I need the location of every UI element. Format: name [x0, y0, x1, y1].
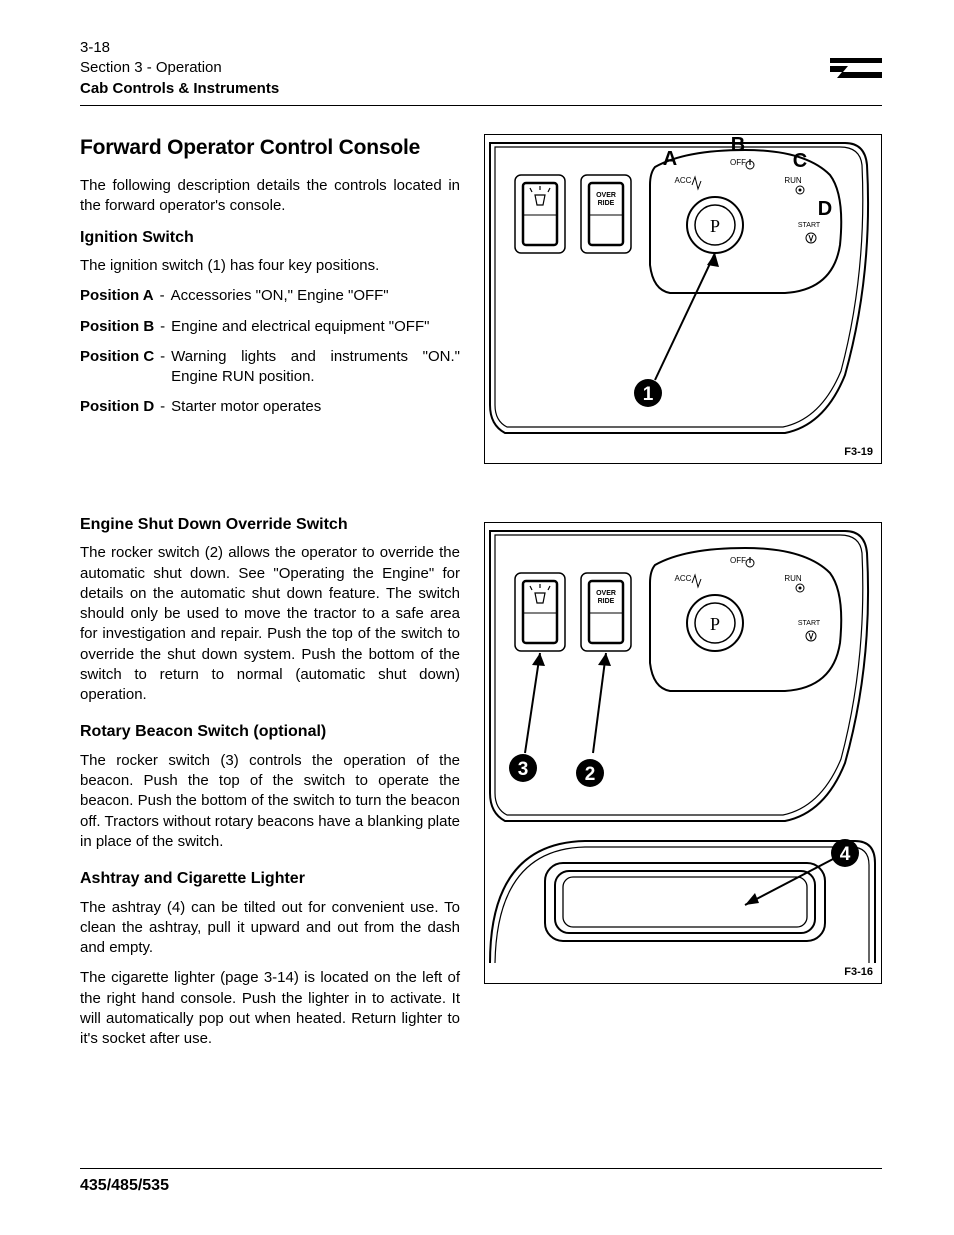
position-label: Position A: [80, 286, 154, 306]
pos-dash: -: [154, 397, 171, 417]
override-label-bot: RIDE: [598, 200, 615, 207]
figure-1: OVER RIDE ACC OFF RUN START P: [484, 134, 882, 464]
dial-start: START: [798, 222, 821, 229]
label-D: D: [818, 198, 832, 220]
figure-2-wrap: OVER RIDE ACC OFF RUN START P: [484, 522, 882, 984]
position-row: Position D - Starter motor operates: [80, 397, 460, 417]
lower-text-block: Engine Shut Down Override Switch The roc…: [80, 514, 460, 1050]
position-label: Position D: [80, 397, 154, 417]
ignition-text: The ignition switch (1) has four key pos…: [80, 256, 460, 276]
figure-1-svg: OVER RIDE ACC OFF RUN START P: [485, 135, 881, 463]
pos-dash: -: [154, 317, 171, 337]
beacon-heading: Rotary Beacon Switch (optional): [80, 721, 460, 743]
right-column: OVER RIDE ACC OFF RUN START P: [484, 134, 882, 1060]
page-header: 3-18 Section 3 - Operation Cab Controls …: [80, 38, 882, 99]
override-heading: Engine Shut Down Override Switch: [80, 514, 460, 536]
figure-2: OVER RIDE ACC OFF RUN START P: [484, 522, 882, 984]
page-footer: 435/485/535: [80, 1168, 882, 1197]
dial-off: OFF: [730, 158, 746, 167]
override-label-bot-2: RIDE: [598, 598, 615, 605]
dial-run-2: RUN: [784, 574, 802, 583]
position-label: Position C: [80, 347, 154, 367]
figure-2-svg: OVER RIDE ACC OFF RUN START P: [485, 523, 881, 983]
ashtray-text2: The cigarette lighter (page 3-14) is loc…: [80, 968, 460, 1049]
position-row: Position C - Warning lights and instrume…: [80, 347, 460, 388]
override-text: The rocker switch (2) allows the operato…: [80, 543, 460, 705]
position-row: Position A - Accessories "ON," Engine "O…: [80, 286, 460, 306]
footer-rule: [80, 1168, 882, 1169]
header-text-block: 3-18 Section 3 - Operation Cab Controls …: [80, 38, 279, 99]
dial-start-2: START: [798, 620, 821, 627]
position-row: Position B - Engine and electrical equip…: [80, 317, 460, 337]
position-label: Position B: [80, 317, 154, 337]
dial-acc-2: ACC: [675, 574, 692, 583]
label-A: A: [663, 148, 677, 170]
figure-2-caption: F3-16: [844, 965, 873, 980]
position-desc: Warning lights and instruments "ON." Eng…: [171, 347, 460, 388]
pos-dash: -: [154, 286, 171, 306]
dial-run: RUN: [784, 176, 802, 185]
override-label-top-2: OVER: [596, 590, 616, 597]
subsection-name: Cab Controls & Instruments: [80, 79, 279, 99]
page-number: 3-18: [80, 38, 279, 58]
pos-dash: -: [154, 347, 171, 367]
dial-p-2: P: [710, 614, 720, 634]
callout-1: 1: [643, 384, 654, 405]
left-column: Forward Operator Control Console The fol…: [80, 134, 460, 1060]
page-title: Forward Operator Control Console: [80, 134, 460, 162]
content-columns: Forward Operator Control Console The fol…: [80, 134, 882, 1060]
section-name: Section 3 - Operation: [80, 58, 279, 78]
callout-2: 2: [585, 764, 596, 785]
header-rule: [80, 105, 882, 106]
ashtray-text1: The ashtray (4) can be tilted out for co…: [80, 898, 460, 959]
figure-1-wrap: OVER RIDE ACC OFF RUN START P: [484, 134, 882, 464]
dial-p: P: [710, 216, 720, 236]
ignition-heading: Ignition Switch: [80, 227, 460, 249]
dial-off-2: OFF: [730, 556, 746, 565]
position-desc: Engine and electrical equipment "OFF": [171, 317, 460, 337]
callout-3: 3: [518, 759, 529, 780]
intro-paragraph: The following description details the co…: [80, 176, 460, 217]
brand-logo-icon: [830, 58, 882, 92]
dial-acc: ACC: [675, 176, 692, 185]
figure-1-caption: F3-19: [844, 445, 873, 460]
position-desc: Accessories "ON," Engine "OFF": [171, 286, 460, 306]
label-B: B: [731, 135, 745, 156]
ashtray-heading: Ashtray and Cigarette Lighter: [80, 868, 460, 890]
label-C: C: [793, 150, 807, 172]
override-label-top: OVER: [596, 192, 616, 199]
footer-model-numbers: 435/485/535: [80, 1175, 882, 1197]
positions-list: Position A - Accessories "ON," Engine "O…: [80, 286, 460, 417]
callout-4: 4: [840, 844, 851, 865]
position-desc: Starter motor operates: [171, 397, 460, 417]
beacon-text: The rocker switch (3) controls the opera…: [80, 751, 460, 852]
